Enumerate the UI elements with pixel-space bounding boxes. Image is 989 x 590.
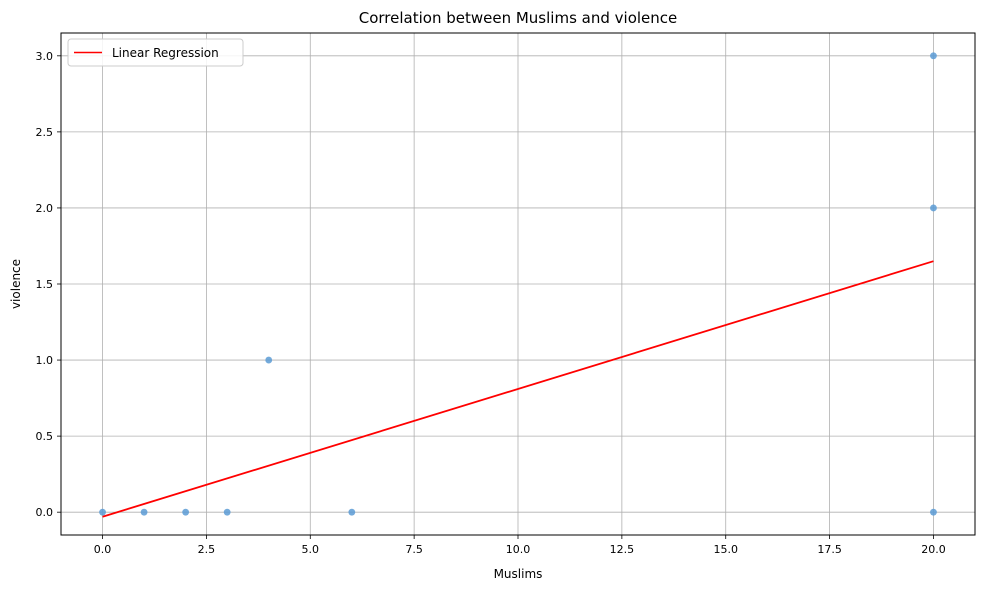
data-point (99, 508, 106, 516)
y-axis-label: violence (9, 259, 23, 309)
x-axis-ticks: 0.0 2.5 5.0 7.5 10.0 12.5 15.0 17.5 20.0 (94, 535, 946, 556)
data-point (265, 356, 273, 364)
legend-label: Linear Regression (112, 46, 219, 60)
x-axis-label: Muslims (494, 567, 543, 581)
legend-box (67, 38, 244, 67)
y-tick-label: 1.0 (36, 354, 54, 367)
y-tick-label: 2.5 (36, 126, 54, 139)
data-point (930, 52, 937, 60)
points-layer (99, 52, 937, 516)
y-tick-label: 3.0 (36, 50, 54, 63)
x-tick-label: 2.5 (198, 543, 216, 556)
regression-line (102, 260, 934, 518)
data-point (930, 508, 937, 516)
data-point (223, 508, 231, 516)
x-tick-label: 17.5 (817, 543, 842, 556)
data-point (182, 508, 190, 516)
x-tick-label: 10.0 (506, 543, 531, 556)
regression-layer (102, 260, 934, 518)
x-tick-label: 7.5 (405, 543, 423, 556)
x-tick-label: 5.0 (302, 543, 320, 556)
x-tick-label: 0.0 (94, 543, 112, 556)
y-tick-label: 0.0 (36, 506, 54, 519)
data-point (930, 204, 937, 212)
grid (61, 33, 975, 535)
x-tick-label: 15.0 (713, 543, 738, 556)
y-tick-label: 1.5 (36, 278, 54, 291)
x-tick-label: 12.5 (610, 543, 635, 556)
chart-title: Correlation between Muslims and violence (359, 9, 678, 27)
y-tick-label: 0.5 (36, 430, 54, 443)
y-tick-label: 2.0 (36, 202, 54, 215)
data-point (140, 508, 148, 516)
y-axis-ticks: 0.0 0.5 1.0 1.5 2.0 2.5 3.0 (36, 50, 61, 519)
data-point (348, 508, 356, 516)
x-tick-label: 20.0 (921, 543, 946, 556)
legend: Linear Regression (67, 38, 244, 67)
